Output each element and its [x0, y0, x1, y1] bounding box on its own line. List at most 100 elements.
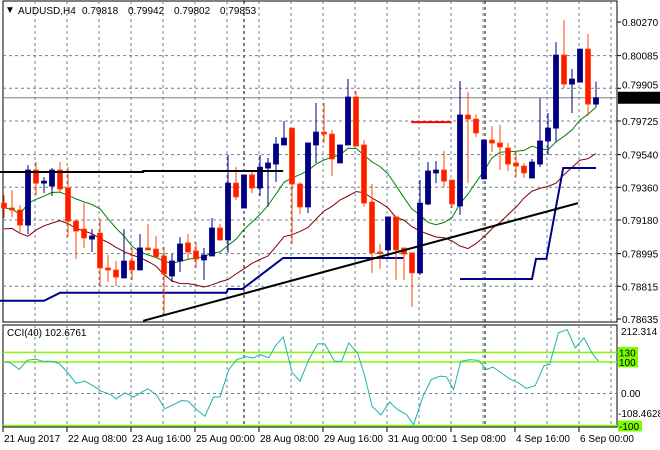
price-tick-label: 0.79360 — [622, 183, 659, 194]
candle-bearish — [465, 114, 471, 120]
candle-bearish — [441, 169, 447, 182]
candle-bullish — [177, 243, 183, 262]
candle-bearish — [1, 202, 7, 209]
candle-bearish — [521, 165, 527, 174]
time-tick-label: 4 Sep 16:00 — [516, 434, 570, 445]
candle-bullish — [209, 227, 215, 257]
candle-bearish — [353, 96, 359, 147]
candle-bullish — [273, 143, 279, 165]
high-value: 0.79942 — [128, 6, 165, 17]
current-price-badge — [618, 91, 660, 104]
candle-bullish — [201, 254, 207, 261]
candle-bearish — [17, 209, 23, 226]
horizontal-support-line — [0, 170, 284, 173]
step-indicator-line — [460, 167, 596, 280]
candle-bearish — [505, 147, 511, 165]
price-tick-label: 0.80270 — [622, 18, 659, 29]
candle-bullish — [313, 131, 319, 146]
candle-bullish — [305, 142, 311, 208]
cci-window-frame — [2, 324, 618, 428]
candle-bullish — [417, 202, 423, 274]
candle-bearish — [377, 251, 383, 254]
candle-bearish — [145, 247, 151, 251]
close-value: 0.79853 — [220, 6, 257, 17]
time-tick-label: 29 Aug 16:00 — [324, 434, 383, 445]
price-tick-label: 0.79180 — [622, 216, 659, 227]
candle-bullish — [593, 97, 599, 105]
candle-bearish — [113, 269, 119, 278]
candle-bullish — [241, 174, 247, 209]
candle-bullish — [89, 235, 95, 240]
trend-line[interactable] — [142, 202, 579, 322]
candle-bullish — [41, 180, 47, 184]
candle-bullish — [577, 48, 583, 83]
cci-max-label: 212.314 — [621, 327, 658, 338]
time-tick-label: 31 Aug 00:00 — [388, 434, 447, 445]
candle-bearish — [369, 201, 375, 254]
candle-bearish — [409, 252, 415, 274]
candle-bearish — [185, 242, 191, 253]
moving-average-fast-line — [3, 106, 597, 265]
candle-bearish — [161, 255, 167, 275]
triangle-down-icon[interactable]: ▼ — [5, 5, 15, 16]
candle-bearish — [193, 250, 199, 260]
candle-bearish — [473, 118, 479, 134]
candle-bearish — [81, 228, 87, 239]
price-tick-label: 0.79540 — [622, 151, 659, 162]
candle-bullish — [529, 161, 535, 179]
price-tick-label: 0.79905 — [622, 81, 659, 92]
cci-title: CCI(40) 102.6761 — [7, 328, 87, 339]
drawn-lines[interactable] — [0, 121, 579, 322]
candle-bullish — [137, 247, 143, 271]
candle-bullish — [281, 137, 287, 146]
candle-bearish — [105, 267, 111, 271]
cci-line — [3, 329, 599, 426]
cci-level-badge — [618, 346, 638, 358]
candle-bullish — [425, 170, 431, 205]
time-tick-label: 21 Aug 2017 — [4, 434, 61, 445]
candle-bearish — [513, 162, 519, 167]
price-tick-label: 0.78815 — [622, 282, 659, 293]
price-tick-label: 0.79725 — [622, 117, 659, 128]
candle-bullish — [265, 162, 271, 169]
candle-bearish — [33, 169, 39, 184]
candle-bearish — [489, 139, 495, 144]
candles — [1, 20, 599, 315]
candle-bearish — [57, 169, 63, 190]
cci-indicator — [3, 329, 617, 427]
candle-bearish — [129, 260, 135, 271]
candle-bearish — [585, 48, 591, 105]
candle-bullish — [385, 216, 391, 251]
candle-bearish — [297, 183, 303, 208]
candle-bullish — [537, 140, 543, 165]
candle-bullish — [225, 182, 231, 241]
cci-level-label: 100 — [619, 358, 636, 369]
candle-bearish — [233, 182, 239, 198]
cci-level-badge — [618, 420, 642, 432]
symbol-label: AUDUSD,H4 — [18, 6, 76, 17]
candle-bullish — [49, 169, 55, 187]
cci-level-badge — [618, 356, 638, 368]
candle-bearish — [289, 127, 295, 185]
step-indicator-line — [0, 257, 404, 302]
cci-min-label: -108.4628 — [618, 409, 660, 420]
candle-bearish — [321, 131, 327, 135]
time-tick-label: 28 Aug 08:00 — [260, 434, 319, 445]
open-value: 0.79818 — [82, 6, 119, 17]
candle-bullish — [257, 166, 263, 189]
time-tick-label: 23 Aug 16:00 — [132, 434, 191, 445]
time-tick-label: 6 Sep 00:00 — [580, 434, 634, 445]
candle-bearish — [449, 179, 455, 205]
candle-bearish — [393, 216, 399, 251]
candle-bearish — [217, 227, 223, 241]
candle-bearish — [561, 54, 567, 85]
cci-zero-label: 0.00 — [621, 389, 641, 400]
candle-bearish — [97, 232, 103, 269]
axes: 0.80270 0.80085 0.79905 0.79725 0.79540 0.793… — [2, 18, 660, 445]
candle-bearish — [9, 207, 15, 211]
candle-bullish — [457, 114, 463, 207]
time-tick-label: 25 Aug 00:00 — [196, 434, 255, 445]
candle-bearish — [329, 133, 335, 160]
price-tick-label: 0.80085 — [622, 52, 659, 63]
